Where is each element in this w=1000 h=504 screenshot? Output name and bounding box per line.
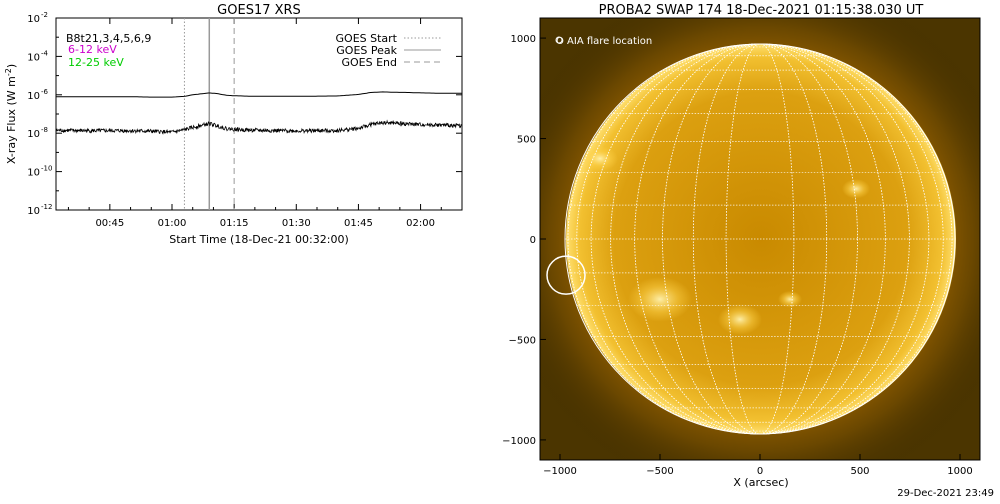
active-region: [778, 290, 802, 308]
xrs-x-axis-label: Start Time (18-Dec-21 00:32:00): [169, 233, 349, 246]
active-region: [628, 276, 692, 322]
solar-limb: [564, 43, 956, 435]
swap-x-tick-label: −500: [646, 466, 673, 477]
flare-location-marker: [546, 255, 586, 295]
swap-y-tick-label: 1000: [511, 34, 536, 45]
legend-marker-icon: [555, 36, 563, 44]
swap-image-panel: PROBA2 SWAP 174 18-Dec-2021 01:15:38.030…: [502, 3, 981, 489]
xrs-y-tick-exponent: -8: [41, 126, 48, 134]
xrs-y-tick-exponent: -4: [41, 49, 49, 57]
xrs-y-tick-exponent: -2: [41, 11, 48, 19]
legend-goes-peak: GOES Peak: [336, 44, 397, 57]
legend-detector-label: B8t21,3,4,5,6,9: [66, 32, 151, 45]
xrs-x-tick-label: 01:15: [220, 218, 249, 229]
xrs-y-tick-label: 10: [27, 14, 40, 25]
legend-goes-start: GOES Start: [336, 32, 398, 45]
legend-channel-6-12kev: 6-12 keV: [68, 43, 117, 56]
heliographic-grid: [564, 43, 956, 435]
xrs-event-legend: GOES Start GOES Peak GOES End: [336, 32, 441, 69]
xrs-y-axis-label-text: X-ray Flux (W m: [5, 76, 18, 164]
swap-y-tick-label: −1000: [502, 436, 536, 447]
swap-x-tick-label: 500: [850, 466, 869, 477]
swap-x-axis: −1000 −500 0 500 1000: [543, 454, 973, 477]
xrs-y-tick-label: 10: [27, 52, 40, 63]
swap-x-axis-label: X (arcsec): [733, 476, 788, 489]
legend-channel-12-25kev: 12-25 keV: [68, 56, 124, 69]
xrs-y-tick-label: 10: [27, 206, 40, 217]
swap-y-tick-label: −500: [509, 335, 536, 346]
active-regions: [582, 146, 870, 335]
xrs-y-tick-exponent: -12: [41, 203, 52, 211]
xrs-y-axis-label-sup: -2: [4, 68, 13, 76]
xrs-x-tick-label: 01:30: [282, 218, 311, 229]
xrs-x-tick-label: 01:00: [158, 218, 187, 229]
swap-y-axis: 1000 500 0 −500 −1000: [502, 34, 546, 447]
legend-goes-end: GOES End: [341, 56, 397, 69]
xrs-event-lines: [183, 18, 235, 210]
aia-flare-legend: O AIA flare location: [556, 36, 652, 47]
xrs-series-line-0: [56, 91, 462, 98]
xrs-y-axis-label-close: ): [5, 64, 18, 68]
xrs-x-tick-label: 00:45: [95, 218, 124, 229]
xrs-y-tick-label: 10: [27, 129, 40, 140]
swap-x-tick-label: 1000: [947, 466, 972, 477]
active-region: [582, 146, 618, 172]
active-region: [718, 303, 762, 335]
swap-image-area: O AIA flare location: [540, 18, 980, 460]
xrs-series-group: [56, 91, 462, 135]
longitude-line: [692, 43, 828, 435]
swap-title: PROBA2 SWAP 174 18-Dec-2021 01:15:38.030…: [599, 3, 924, 18]
swap-y-tick-label: 0: [530, 235, 536, 246]
xrs-plot-frame: [55, 17, 463, 211]
xrs-y-axis-label: X-ray Flux (W m-2): [4, 64, 18, 164]
xrs-x-tick-label: 01:45: [344, 218, 373, 229]
xrs-x-tick-label: 02:00: [406, 218, 435, 229]
xrs-y-tick-exponent: -10: [41, 165, 52, 173]
xrs-x-axis: 00:45 01:00 01:15 01:30 01:45 02:00: [67, 18, 442, 229]
xrs-title: GOES17 XRS: [217, 3, 301, 18]
swap-x-tick-label: −1000: [543, 466, 577, 477]
xrs-y-tick-label: 10: [27, 168, 40, 179]
xrs-y-tick-exponent: -6: [41, 88, 49, 96]
xrs-y-tick-label: 10: [27, 91, 40, 102]
active-region: [842, 178, 870, 199]
swap-x-tick-label: 0: [757, 466, 763, 477]
footer-timestamp: 29-Dec-2021 23:49: [897, 488, 994, 499]
xrs-series-line-1: [56, 119, 462, 135]
swap-y-tick-label: 500: [517, 135, 536, 146]
